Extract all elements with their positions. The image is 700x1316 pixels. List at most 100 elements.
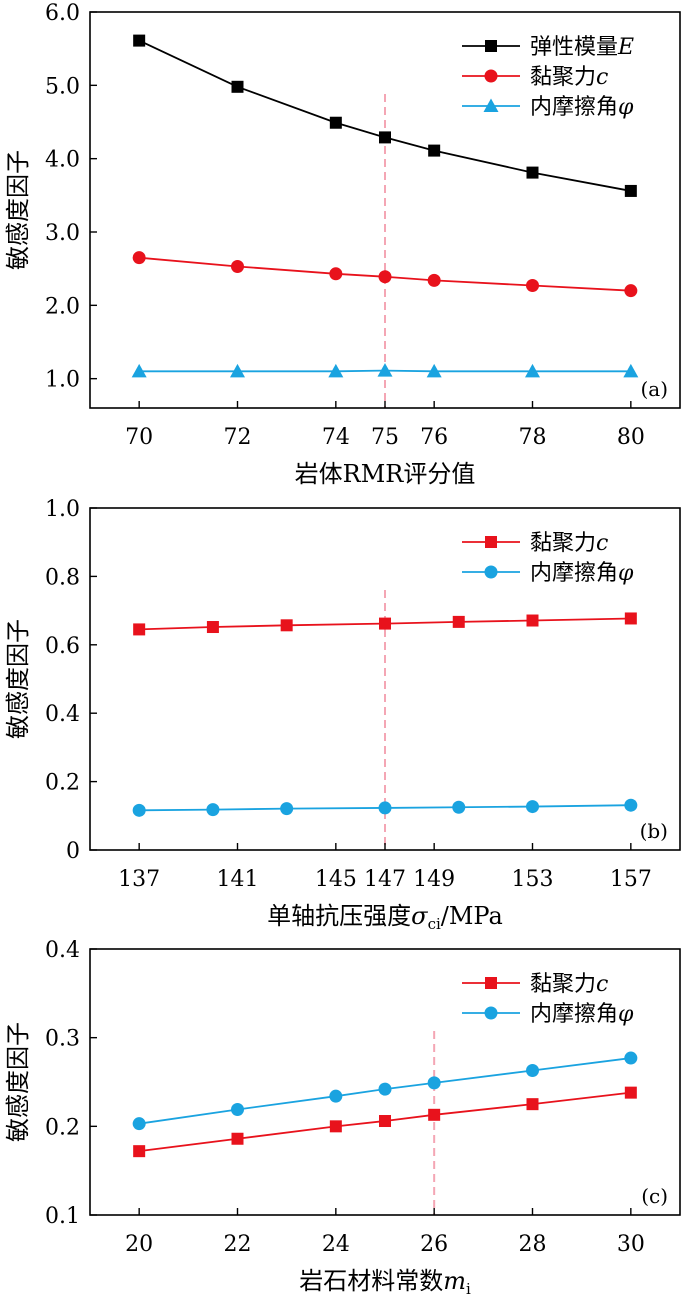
legend-marker: [485, 977, 497, 989]
x-tick-label: 145: [315, 867, 357, 892]
data-point: [428, 144, 441, 157]
data-point: [231, 1132, 244, 1145]
x-tick-label: 24: [322, 1232, 350, 1257]
legend-label: 内摩擦角φ: [530, 95, 634, 120]
legend: 弹性模量E 黏聚力c 内摩擦角φ: [462, 35, 634, 120]
data-point: [133, 34, 146, 47]
x-tick-label: 157: [610, 867, 652, 892]
data-point: [624, 612, 637, 625]
panel-1: 1.0 2.0 3.0 4.0 5.0 6.0 70 72 74 75 76 78 80 岩体RMR评分值…: [4, 1, 681, 488]
legend-marker: [485, 40, 497, 52]
data-point: [231, 1102, 244, 1116]
x-tick-label: 20: [125, 1232, 153, 1257]
x-axis-label: 岩体RMR评分值: [295, 460, 476, 488]
data-point: [230, 363, 245, 378]
y-tick-label: 0.1: [45, 1204, 80, 1229]
legend-marker: [484, 1006, 498, 1020]
x-tick-label: 74: [322, 425, 350, 450]
data-point: [378, 1082, 392, 1096]
panel-label: (c): [641, 1184, 668, 1208]
y-tick-label: 0.8: [45, 565, 80, 590]
data-point: [206, 621, 219, 634]
data-point: [132, 1117, 146, 1131]
data-point: [526, 614, 539, 627]
data-point: [378, 270, 392, 284]
legend-label: 内摩擦角φ: [530, 561, 634, 586]
data-point: [379, 131, 391, 144]
y-tick-label: 0: [66, 839, 80, 864]
y-tick-label: 3.0: [45, 221, 80, 246]
y-axis-label: 敏感度因子: [4, 150, 32, 270]
x-axis-label: 岩石材料常数mi: [299, 1267, 471, 1298]
data-point: [526, 1063, 539, 1077]
x-tick-label: 26: [420, 1232, 448, 1257]
data-point: [379, 617, 391, 630]
data-point: [280, 802, 294, 816]
legend-label: 黏聚力c: [530, 531, 608, 556]
data-point: [623, 363, 639, 378]
data-point: [427, 1076, 441, 1090]
x-tick-label: 30: [617, 1232, 645, 1257]
y-tick-label: 0.3: [45, 1027, 80, 1052]
data-point: [525, 363, 540, 378]
data-point: [624, 184, 637, 197]
data-point: [379, 1115, 391, 1128]
data-point: [452, 615, 465, 628]
legend-label: 黏聚力c: [530, 65, 608, 90]
x-tick-label: 147: [364, 867, 406, 892]
legend: 黏聚力c 内摩擦角φ: [462, 531, 634, 586]
y-tick-label: 0.4: [45, 938, 80, 963]
y-tick-label: 0.6: [45, 634, 80, 659]
legend-marker: [483, 98, 499, 112]
data-point: [133, 623, 146, 636]
data-point: [131, 363, 147, 378]
legend-marker: [484, 565, 498, 579]
data-point: [526, 279, 539, 293]
x-tick-label: 76: [420, 425, 448, 450]
y-tick-label: 4.0: [45, 148, 80, 173]
panel-label: (a): [640, 377, 668, 401]
legend: 黏聚力c 内摩擦角φ: [462, 972, 634, 1027]
data-point: [526, 800, 539, 814]
series-2: [132, 798, 638, 817]
data-point: [526, 166, 539, 179]
y-tick-label: 6.0: [45, 1, 80, 26]
x-tick-label: 80: [617, 425, 645, 450]
data-point: [452, 800, 466, 814]
series-2: [132, 1051, 638, 1131]
data-point: [231, 259, 244, 273]
data-point: [624, 1051, 638, 1065]
y-axis-label: 敏感度因子: [4, 1022, 32, 1142]
legend-label: 弹性模量E: [530, 35, 634, 60]
data-point: [133, 1145, 146, 1158]
y-tick-label: 0.4: [45, 702, 80, 727]
data-point: [378, 801, 392, 815]
panel-2: 0 0.2 0.4 0.6 0.8 1.0 137 141 145 147 149 153 157 单轴抗…: [4, 497, 681, 933]
data-point: [329, 267, 343, 281]
x-tick-label: 28: [519, 1232, 547, 1257]
series-1: [133, 612, 637, 636]
x-tick-label: 70: [125, 425, 153, 450]
data-point: [329, 116, 342, 129]
legend-label: 内摩擦角φ: [530, 1002, 634, 1027]
y-tick-label: 5.0: [45, 74, 80, 99]
x-tick-label: 149: [413, 867, 455, 892]
plot-frame: [89, 948, 681, 1216]
data-point: [428, 1108, 441, 1121]
data-point: [624, 284, 638, 298]
data-point: [624, 798, 638, 812]
x-axis-label: 单轴抗压强度σci/MPa: [267, 902, 503, 933]
panel-label: (b): [640, 819, 668, 843]
data-point: [426, 363, 442, 378]
x-tick-label: 78: [519, 425, 547, 450]
series-2: [132, 251, 638, 298]
y-tick-label: 1.0: [45, 497, 80, 522]
series-1: [133, 34, 637, 197]
y-tick-label: 0.2: [45, 771, 80, 796]
legend-marker: [485, 536, 497, 548]
data-point: [526, 1098, 539, 1111]
x-tick-label: 141: [217, 867, 259, 892]
y-tick-label: 1.0: [45, 368, 80, 393]
data-point: [132, 803, 146, 817]
data-point: [206, 803, 220, 817]
